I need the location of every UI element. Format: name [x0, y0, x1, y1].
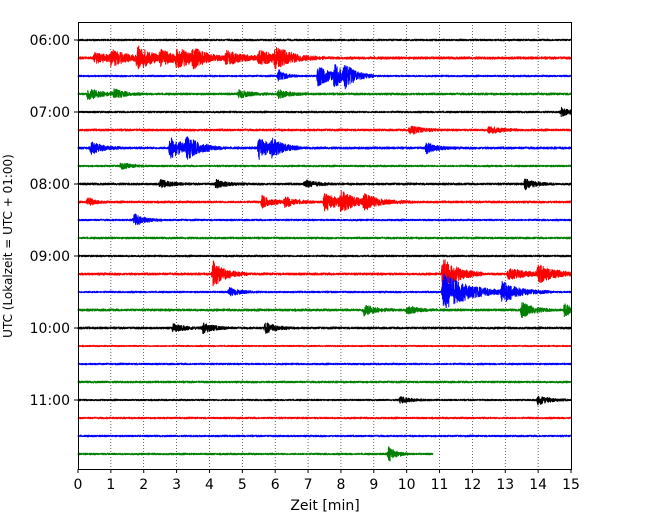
trace-1030	[77, 362, 572, 366]
x-tick-label: 13	[496, 477, 514, 493]
trace-1130	[77, 434, 572, 438]
grid	[110, 22, 539, 469]
x-axis: 0 1 2 3 4 5 6 7 8 9 10 11 12 13 14 15	[74, 469, 580, 493]
trace-1015	[77, 344, 572, 348]
trace-1115	[77, 416, 572, 420]
trace-0615	[77, 45, 572, 70]
x-tick-label: 4	[205, 477, 214, 493]
trace-0930	[77, 273, 572, 309]
x-tick-label: 11	[431, 477, 449, 493]
trace-1045	[77, 380, 572, 384]
trace-1000	[77, 322, 572, 334]
x-tick-label: 7	[304, 477, 313, 493]
trace-0830	[77, 213, 572, 226]
x-tick-label: 12	[463, 477, 481, 493]
trace-0715	[77, 125, 572, 135]
trace-0700	[77, 106, 572, 118]
x-tick-label: 1	[106, 477, 115, 493]
x-tick-label: 8	[336, 477, 345, 493]
trace-1100	[77, 395, 572, 406]
y-axis-label: UTC (Lokalzeit = UTC + 01:00)	[1, 154, 15, 338]
y-tick-label: 11:00	[30, 393, 70, 409]
trace-0730	[77, 136, 572, 160]
trace-0630	[77, 64, 572, 90]
x-tick-label: 2	[139, 477, 148, 493]
y-axis: 06:00 07:00 08:00 09:00 10:00 11:00	[30, 33, 78, 409]
plot-frame	[78, 22, 572, 470]
y-tick-label: 06:00	[30, 33, 70, 49]
x-tick-label: 5	[238, 477, 247, 493]
x-tick-label: 14	[529, 477, 547, 493]
trace-0745	[77, 162, 572, 170]
traces	[77, 38, 572, 462]
y-tick-label: 08:00	[30, 177, 70, 193]
trace-0915	[77, 259, 572, 289]
trace-0900	[77, 254, 572, 258]
y-tick-label: 09:00	[30, 249, 70, 265]
trace-1145	[77, 446, 434, 462]
x-tick-label: 10	[398, 477, 416, 493]
y-tick-label: 07:00	[30, 105, 70, 121]
x-axis-label: Zeit [min]	[290, 498, 359, 514]
trace-0815	[77, 190, 572, 212]
trace-0800	[77, 178, 572, 191]
x-tick-label: 0	[74, 477, 83, 493]
trace-0600	[77, 38, 572, 42]
x-tick-label: 9	[369, 477, 378, 493]
trace-0845	[77, 236, 572, 240]
x-tick-label: 6	[271, 477, 280, 493]
trace-0945	[77, 301, 572, 318]
trace-0645	[77, 88, 572, 100]
x-tick-label: 15	[562, 477, 580, 493]
x-tick-label: 3	[172, 477, 181, 493]
y-tick-label: 10:00	[30, 321, 70, 337]
